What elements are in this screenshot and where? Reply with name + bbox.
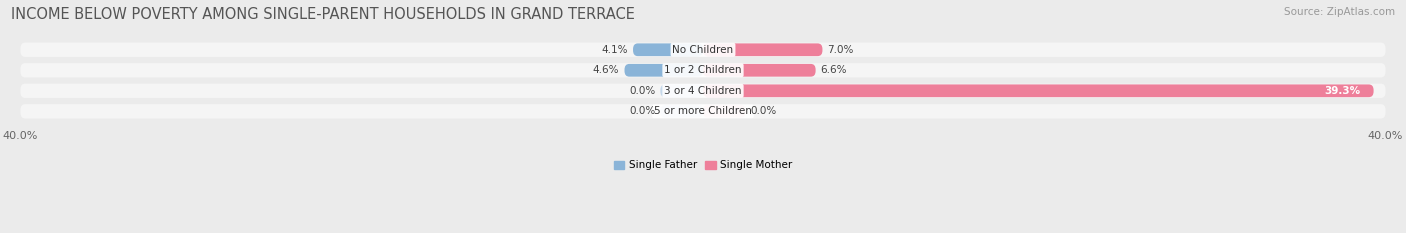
Text: 39.3%: 39.3% — [1324, 86, 1360, 96]
Text: 0.0%: 0.0% — [628, 106, 655, 116]
FancyBboxPatch shape — [633, 43, 703, 56]
FancyBboxPatch shape — [661, 84, 703, 97]
Text: 4.6%: 4.6% — [593, 65, 620, 75]
Text: 6.6%: 6.6% — [821, 65, 848, 75]
Text: 4.1%: 4.1% — [602, 45, 628, 55]
FancyBboxPatch shape — [703, 43, 823, 56]
FancyBboxPatch shape — [661, 105, 703, 118]
FancyBboxPatch shape — [21, 104, 1385, 119]
Text: 1 or 2 Children: 1 or 2 Children — [664, 65, 742, 75]
Text: 5 or more Children: 5 or more Children — [654, 106, 752, 116]
FancyBboxPatch shape — [21, 84, 1385, 98]
Legend: Single Father, Single Mother: Single Father, Single Mother — [610, 156, 796, 175]
FancyBboxPatch shape — [703, 84, 1374, 97]
FancyBboxPatch shape — [21, 43, 1385, 57]
Text: Source: ZipAtlas.com: Source: ZipAtlas.com — [1284, 7, 1395, 17]
Text: 7.0%: 7.0% — [828, 45, 853, 55]
Text: 0.0%: 0.0% — [628, 86, 655, 96]
Text: No Children: No Children — [672, 45, 734, 55]
Text: 3 or 4 Children: 3 or 4 Children — [664, 86, 742, 96]
FancyBboxPatch shape — [703, 64, 815, 77]
FancyBboxPatch shape — [624, 64, 703, 77]
FancyBboxPatch shape — [703, 105, 745, 118]
FancyBboxPatch shape — [21, 63, 1385, 77]
Text: 0.0%: 0.0% — [751, 106, 778, 116]
Text: INCOME BELOW POVERTY AMONG SINGLE-PARENT HOUSEHOLDS IN GRAND TERRACE: INCOME BELOW POVERTY AMONG SINGLE-PARENT… — [11, 7, 636, 22]
